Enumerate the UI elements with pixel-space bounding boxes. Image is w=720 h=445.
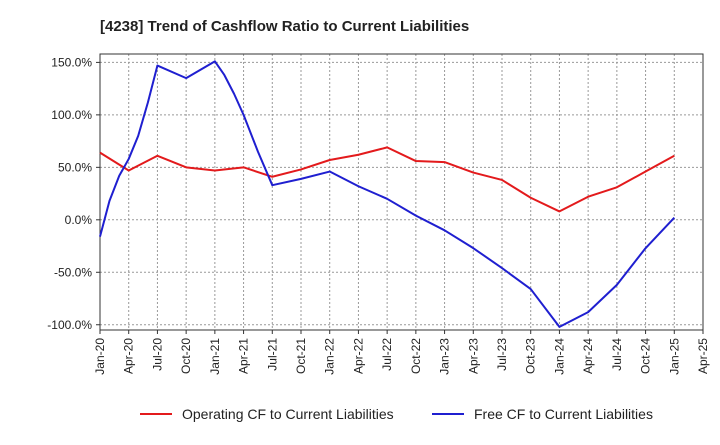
x-tick-label: Oct-20 [179,338,193,374]
legend-label: Free CF to Current Liabilities [474,406,653,422]
x-tick-label: Apr-22 [351,338,365,374]
x-tick-label: Jul-23 [495,338,509,371]
x-axis-ticks: Jan-20 Apr-20 Jul-20 Oct-20 Jan-21 Apr-21 Jul-… [93,330,710,375]
x-tick-label: Jan-22 [323,338,337,375]
x-tick-label: Apr-23 [466,338,480,374]
x-tick-label: Oct-22 [409,338,423,374]
x-tick-label: Jul-20 [150,338,164,371]
legend-label: Operating CF to Current Liabilities [182,406,394,422]
y-tick-label: -100.0% [47,318,92,332]
x-tick-label: Oct-21 [294,338,308,374]
y-tick-label: 0.0% [65,213,93,227]
x-tick-label: Oct-24 [639,338,653,374]
y-tick-label: 100.0% [51,108,92,122]
y-tick-label: -50.0% [54,265,92,279]
y-axis-ticks: -100.0% -50.0% 0.0% 50.0% 100.0% 150.0% [47,55,100,332]
x-tick-label: Jan-21 [208,338,222,375]
x-tick-label: Apr-25 [696,338,710,374]
chart-title: [4238] Trend of Cashflow Ratio to Curren… [100,18,469,35]
x-tick-label: Jan-24 [552,338,566,375]
series-line-free-cf [99,60,676,328]
plot-area-border [99,53,704,331]
x-tick-label: Jul-21 [265,338,279,371]
x-tick-label: Jul-24 [610,338,624,371]
grid [100,54,703,330]
x-tick-label: Apr-24 [581,338,595,374]
x-tick-label: Jan-20 [93,338,107,375]
y-tick-label: 50.0% [58,160,92,174]
legend: Operating CF to Current Liabilities Free … [140,406,653,422]
series-lines [99,60,676,328]
x-tick-label: Jan-25 [667,338,681,375]
x-tick-label: Jan-23 [438,338,452,375]
series-line-operating-cf [99,146,675,213]
y-tick-label: 150.0% [51,55,92,69]
x-tick-label: Apr-21 [237,338,251,374]
x-tick-label: Oct-23 [524,338,538,374]
x-tick-label: Jul-22 [380,338,394,371]
x-tick-label: Apr-20 [122,338,136,374]
